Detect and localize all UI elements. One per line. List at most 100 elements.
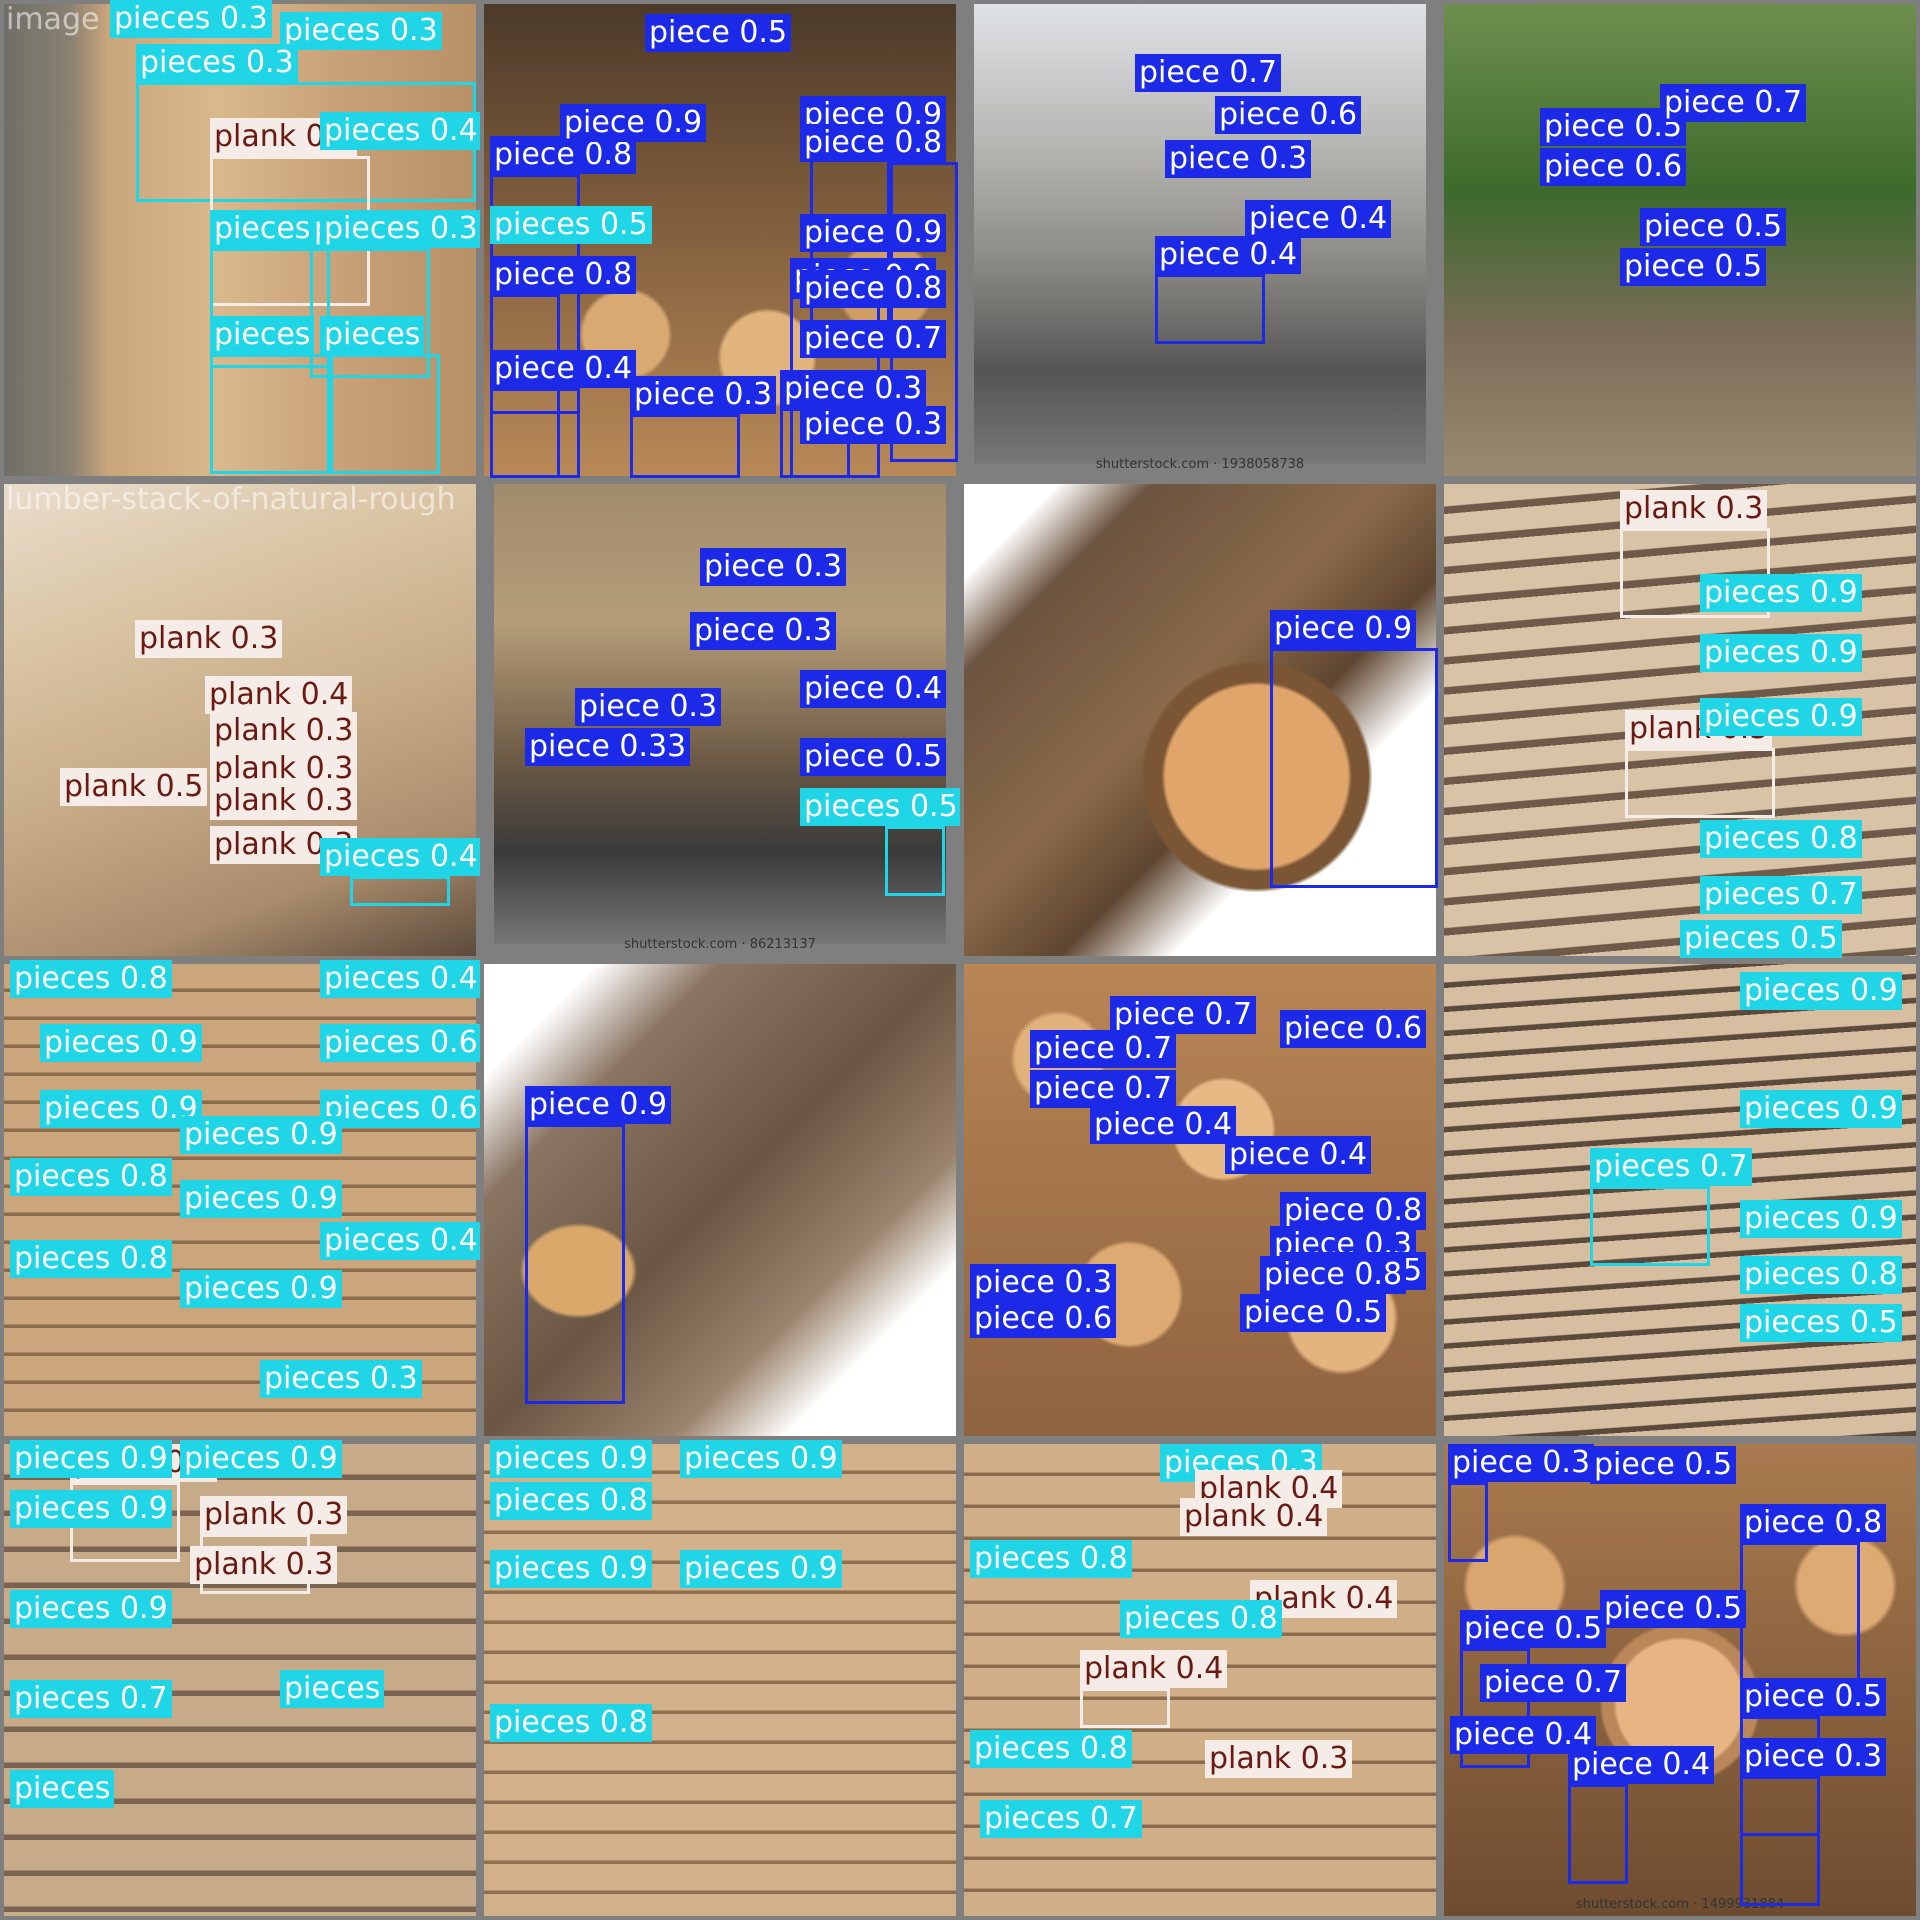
image-tile: shutterstock.com · 1938058738 piece 0.7 pi…: [960, 0, 1440, 480]
detection-label-piece: piece 0.5: [1640, 208, 1787, 246]
detection-label-plank: plank 0.4: [1080, 1650, 1228, 1688]
detection-label-piece: piece 0.4: [490, 350, 637, 388]
detection-label-pieces: pieces 0.3: [280, 12, 442, 50]
tile-photo: [964, 484, 1436, 956]
detection-box-piece: [1460, 1648, 1530, 1768]
detection-label-piece: piece 0.3: [1740, 1738, 1887, 1776]
detection-label-pieces: pieces 0.8: [490, 1482, 652, 1520]
detection-label-piece: piece 0.8: [490, 136, 637, 174]
image-tile: plank 0.3 plank 0.3 pieces 0.9 pieces 0.9 pi…: [1440, 480, 1920, 960]
detection-label-pieces: pieces 0.9: [1740, 1200, 1902, 1238]
detection-label-pieces: pieces 0.9: [40, 1090, 202, 1128]
detection-label-piece: piece 0.3: [970, 1264, 1117, 1302]
detection-label-piece: piece 0.7: [800, 320, 947, 358]
detection-label-pieces: pieces 0.9: [1700, 574, 1862, 612]
detection-label-piece: piece 0.7: [1660, 84, 1807, 122]
detection-label-pieces: pieces 0.8: [10, 960, 172, 998]
detection-label-pieces: pieces 0.5: [1740, 1304, 1902, 1342]
detection-label-piece: piece 0.4: [1568, 1746, 1715, 1784]
detection-label-plank: plank 0.3: [1205, 1740, 1353, 1778]
detection-label-pieces: pieces: [210, 210, 315, 248]
image-tile: shutterstock.com · 86213137 piece 0.3 piec…: [480, 480, 960, 960]
detection-box-pieces: [210, 354, 330, 474]
detection-label-plank: plank 0.4: [205, 676, 353, 714]
detection-label-piece: piece 0.5: [645, 14, 792, 52]
detection-label-pieces: pieces 0.9: [180, 1180, 342, 1218]
detection-label-pieces: pieces 0.9: [680, 1440, 842, 1478]
detection-label-piece: piece 0.5: [1620, 248, 1767, 286]
detection-label-pieces: pieces 0.8: [1120, 1600, 1282, 1638]
image-tile: pieces 0.3 plank 0.4 plank 0.4 plank 0.4 pla…: [960, 1440, 1440, 1920]
detection-label-pieces: pieces 0.9: [490, 1440, 652, 1478]
detection-label-piece: piece 0.5: [800, 738, 947, 776]
image-tile: shutterstock.com · 1499931884 piece 0.3 pi…: [1440, 1440, 1920, 1920]
detection-label-piece: piece 0.9: [1270, 610, 1417, 648]
detection-label-plank: plank 0.3: [210, 712, 358, 750]
detection-box-pieces: [330, 354, 440, 474]
detection-label-pieces: pieces 0.9: [490, 1550, 652, 1588]
detection-label-plank: plank 0.3: [1620, 490, 1768, 528]
detection-label-pieces: pieces 0.7: [1590, 1148, 1752, 1186]
detection-label-pieces: pieces 0.9: [1700, 634, 1862, 672]
image-tile: pieces 0.9 pieces 0.8 pieces 0.9 pieces 0.9…: [480, 1440, 960, 1920]
detection-label-piece: piece 0.7: [1110, 996, 1257, 1034]
detection-label-pieces: pieces 0.8: [1700, 820, 1862, 858]
detection-label-pieces: pieces 0.6: [320, 1024, 480, 1062]
detection-box-piece: [490, 388, 580, 478]
detection-label-pieces: pieces: [320, 316, 425, 354]
detection-label-piece: piece 0.3: [780, 370, 927, 408]
detection-box-pieces: [1590, 1186, 1710, 1266]
detection-label-pieces: pieces 0.7: [10, 1680, 172, 1718]
detection-label-pieces: pieces 0.5: [490, 206, 652, 244]
detection-label-pieces: pieces 0.8: [1740, 1256, 1902, 1294]
detection-label-piece: piece 0.6: [1540, 148, 1687, 186]
tile-filename: image: [6, 2, 100, 37]
detection-label-plank: plank 0.3: [210, 750, 358, 788]
detection-label-pieces: pieces: [10, 1770, 115, 1808]
detection-label-piece: piece 0.3: [575, 688, 722, 726]
detection-label-pieces: pieces 0.9: [10, 1440, 172, 1478]
detection-label-pieces: pieces 0.4: [320, 960, 480, 998]
detection-label-pieces: pieces 0.5: [800, 788, 960, 826]
detection-box-piece: [1740, 1776, 1820, 1906]
detection-label-piece: piece 0.3: [690, 612, 837, 650]
detection-label-pieces: pieces 0.8: [490, 1704, 652, 1742]
detection-label-plank: plank 0.4: [1180, 1498, 1328, 1536]
detection-label-piece: piece 0.4: [1090, 1106, 1237, 1144]
detection-box-pieces: [310, 248, 430, 378]
detection-label-piece: piece 0.8: [800, 270, 947, 308]
detection-label-pieces: pieces 0.4: [320, 1222, 480, 1260]
detection-label-pieces: pieces 0.6: [320, 1090, 480, 1128]
detection-label-piece: piece 0.7: [1030, 1030, 1177, 1068]
detection-box-piece: [525, 1124, 625, 1404]
detection-label-pieces: pieces 0.3: [320, 210, 480, 248]
detection-label-pieces: pieces 0.9: [10, 1490, 172, 1528]
detection-label-piece: piece 0.9: [525, 1086, 672, 1124]
detection-label-pieces: pieces 0.9: [1740, 972, 1902, 1010]
detection-label-pieces: pieces 0.5: [1680, 920, 1842, 958]
detection-label-pieces: pieces 0.3: [260, 1360, 422, 1398]
detection-label-pieces: pieces 0.3: [136, 44, 298, 82]
detection-box-pieces: [210, 248, 330, 368]
detection-label-pieces: pieces 0.9: [40, 1024, 202, 1062]
detection-label-piece: piece 0.6: [1215, 96, 1362, 134]
detection-label-pieces: pieces 0.9: [10, 1590, 172, 1628]
detection-label-piece: piece 0.4: [1225, 1136, 1372, 1174]
detection-label-pieces: pieces 0.9: [180, 1270, 342, 1308]
image-tile: pieces 0.9 pieces 0.9 pieces 0.7 pieces 0.9…: [1440, 960, 1920, 1440]
stock-credit: shutterstock.com · 1938058738: [1095, 457, 1305, 472]
detection-label-pieces: pieces 0.9: [180, 1116, 342, 1154]
detection-box-plank: [1080, 1688, 1170, 1728]
detection-label-pieces: pieces 0.8: [970, 1730, 1132, 1768]
detection-label-piece: piece 0.4: [800, 670, 947, 708]
detection-label-piece: piece 0.8: [1260, 1256, 1407, 1294]
detection-label-piece: piece 0.7: [1030, 1070, 1177, 1108]
detection-box-plank: [1620, 528, 1770, 618]
detection-box-pieces: [350, 876, 450, 906]
image-tile: piece 0.5 piece 0.6 piece 0.5 piece 0.5 piec…: [1440, 0, 1920, 480]
detection-label-piece: piece 0.8: [800, 124, 947, 162]
detection-label-pieces: pieces 0.8: [10, 1240, 172, 1278]
detection-label-piece: piece 0.3: [1448, 1444, 1595, 1482]
